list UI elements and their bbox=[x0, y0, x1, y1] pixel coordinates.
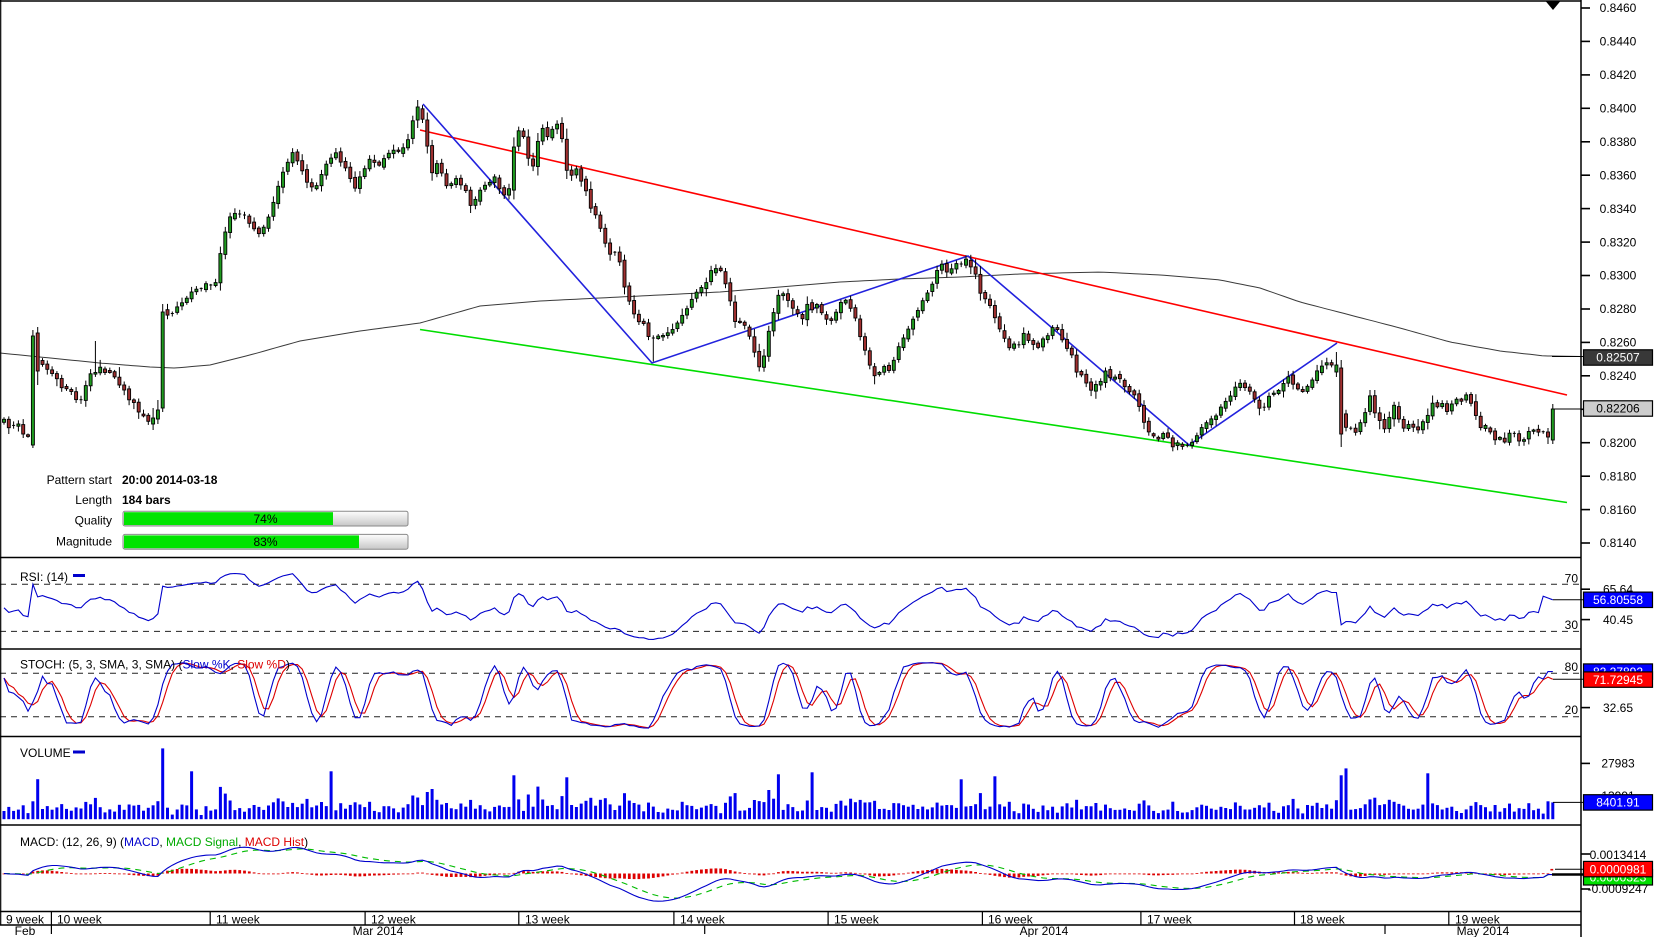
svg-text:184 bars: 184 bars bbox=[122, 493, 171, 507]
svg-text:10 week: 10 week bbox=[57, 913, 103, 927]
svg-text:Length: Length bbox=[75, 493, 112, 507]
svg-text:9 week: 9 week bbox=[6, 913, 45, 927]
svg-text:17 week: 17 week bbox=[1147, 913, 1193, 927]
svg-text:0.8420: 0.8420 bbox=[1600, 68, 1637, 82]
svg-text:13 week: 13 week bbox=[525, 913, 571, 927]
svg-text:0.8320: 0.8320 bbox=[1600, 235, 1637, 249]
svg-text:30: 30 bbox=[1565, 618, 1579, 632]
svg-text:16 week: 16 week bbox=[988, 913, 1034, 927]
svg-text:14 week: 14 week bbox=[680, 913, 726, 927]
svg-text:56.80558: 56.80558 bbox=[1593, 593, 1643, 607]
svg-text:0.8340: 0.8340 bbox=[1600, 202, 1637, 216]
svg-text:0.8440: 0.8440 bbox=[1600, 35, 1637, 49]
svg-text:0.0013414: 0.0013414 bbox=[1590, 848, 1647, 862]
svg-text:15 week: 15 week bbox=[834, 913, 880, 927]
svg-text:0.82206: 0.82206 bbox=[1596, 402, 1640, 416]
svg-text:80: 80 bbox=[1565, 660, 1579, 674]
svg-text:11 week: 11 week bbox=[216, 913, 261, 927]
svg-text:0.8160: 0.8160 bbox=[1600, 503, 1637, 517]
svg-text:0.8400: 0.8400 bbox=[1600, 102, 1637, 116]
svg-text:0.8280: 0.8280 bbox=[1600, 302, 1637, 316]
svg-text:0.8380: 0.8380 bbox=[1600, 135, 1637, 149]
svg-text:83%: 83% bbox=[253, 535, 277, 549]
svg-text:RSI: (14): RSI: (14) bbox=[20, 570, 68, 584]
svg-text:0.8460: 0.8460 bbox=[1600, 1, 1637, 15]
svg-text:Pattern start: Pattern start bbox=[47, 473, 113, 487]
svg-text:0.82507: 0.82507 bbox=[1596, 351, 1640, 365]
svg-text:0.8260: 0.8260 bbox=[1600, 336, 1637, 350]
svg-text:MACD: (12, 26, 9) (MACD, MACD: MACD: (12, 26, 9) (MACD, MACD Signal, MA… bbox=[20, 835, 308, 849]
svg-text:Feb: Feb bbox=[15, 924, 36, 937]
svg-text:0.8200: 0.8200 bbox=[1600, 436, 1637, 450]
svg-text:Magnitude: Magnitude bbox=[56, 535, 112, 549]
svg-text:71.72945: 71.72945 bbox=[1593, 673, 1643, 687]
svg-text:8401.91: 8401.91 bbox=[1596, 796, 1640, 810]
svg-text:STOCH: (5, 3, SMA, 3, SMA) (Sl: STOCH: (5, 3, SMA, 3, SMA) (Slow %K, Slo… bbox=[20, 658, 290, 672]
svg-text:Apr 2014: Apr 2014 bbox=[1020, 924, 1069, 937]
svg-text:32.65: 32.65 bbox=[1603, 701, 1633, 715]
svg-text:0.8300: 0.8300 bbox=[1600, 269, 1637, 283]
svg-text:40.45: 40.45 bbox=[1603, 613, 1633, 627]
svg-text:74%: 74% bbox=[253, 512, 277, 526]
svg-text:May 2014: May 2014 bbox=[1457, 924, 1510, 937]
svg-text:20: 20 bbox=[1565, 703, 1579, 717]
svg-text:0.8360: 0.8360 bbox=[1600, 168, 1637, 182]
svg-text:20:00 2014-03-18: 20:00 2014-03-18 bbox=[122, 473, 218, 487]
svg-text:19 week: 19 week bbox=[1455, 913, 1501, 927]
svg-text:Mar 2014: Mar 2014 bbox=[353, 924, 404, 937]
svg-text:-0.0009247: -0.0009247 bbox=[1588, 882, 1649, 896]
svg-text:0.8140: 0.8140 bbox=[1600, 536, 1637, 550]
svg-text:0.0000981: 0.0000981 bbox=[1590, 862, 1647, 876]
svg-text:Quality: Quality bbox=[75, 514, 112, 528]
svg-text:12 week: 12 week bbox=[371, 913, 417, 927]
svg-text:70: 70 bbox=[1565, 572, 1579, 586]
svg-text:VOLUME: VOLUME bbox=[20, 746, 71, 760]
svg-text:0.8240: 0.8240 bbox=[1600, 369, 1637, 383]
svg-text:0.8180: 0.8180 bbox=[1600, 469, 1637, 483]
svg-text:18 week: 18 week bbox=[1300, 913, 1346, 927]
svg-text:27983: 27983 bbox=[1601, 757, 1635, 771]
